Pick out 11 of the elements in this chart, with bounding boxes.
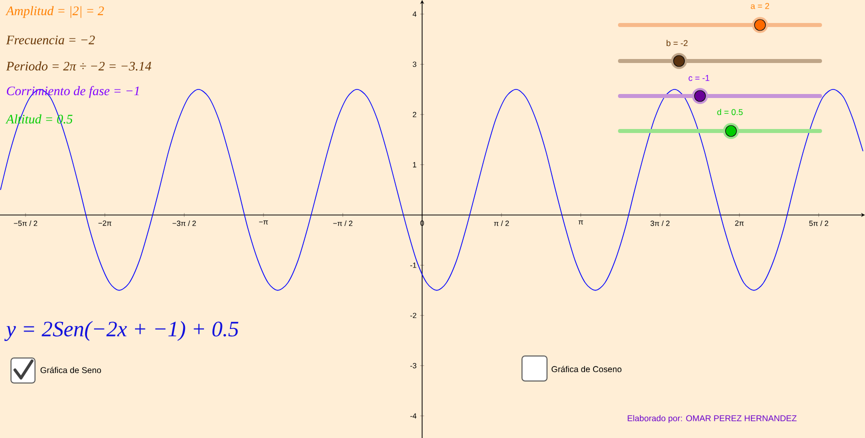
annotation: c = -1 bbox=[688, 75, 710, 81]
annotation: Periodo = 2π ÷ −2 = −3.14 bbox=[6, 61, 152, 71]
annotation: Elaborado por: OMAR PEREZ HERNANDEZ bbox=[628, 415, 797, 423]
annotation: a = 2 bbox=[750, 3, 770, 9]
annotation: Amplitud = |2| = 2 bbox=[5, 6, 104, 18]
annotation: Frecuencia = −2 bbox=[6, 36, 95, 44]
annotation: y = 2Sen(−2x + −1) + 0.5 bbox=[4, 321, 238, 341]
annotation: Gráfica de Seno bbox=[40, 366, 101, 374]
annotation: Gráfica de Coseno bbox=[552, 366, 622, 372]
annotation: d = 0.5 bbox=[717, 108, 743, 116]
annotation: b = -2 bbox=[666, 40, 688, 46]
